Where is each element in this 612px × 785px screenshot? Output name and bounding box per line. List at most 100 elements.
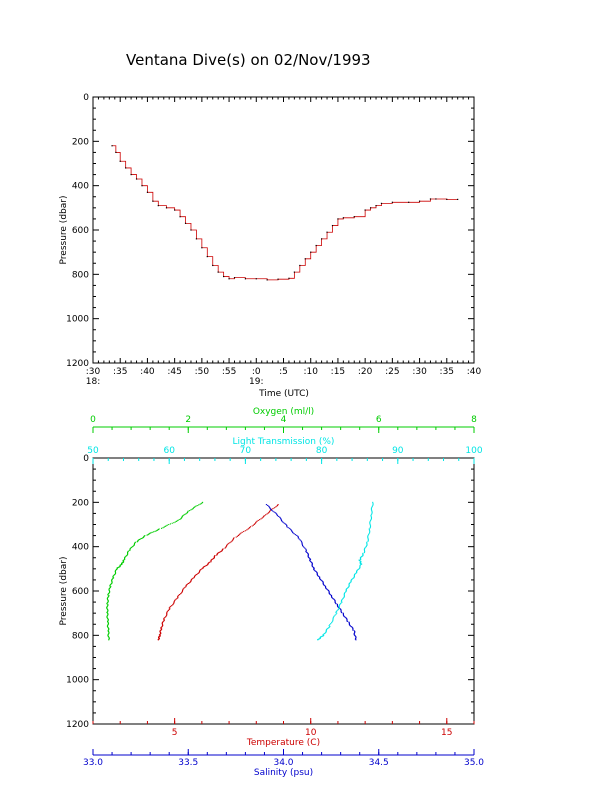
- profile-point: [109, 585, 111, 587]
- profile-point: [114, 572, 117, 574]
- profile-point: [111, 578, 113, 580]
- profile-point: [107, 626, 109, 628]
- profile-point: [348, 622, 350, 624]
- profile-point: [127, 553, 129, 555]
- profile-point: [203, 565, 205, 568]
- profile-point: [277, 504, 279, 506]
- profile-point: [272, 508, 274, 510]
- profile-point: [238, 534, 240, 536]
- profile-point: [337, 608, 340, 610]
- profile-point: [173, 602, 175, 604]
- profile-point: [369, 524, 371, 526]
- profile-point: [169, 608, 171, 610]
- profile-point: [108, 588, 110, 590]
- profile-point: [192, 577, 194, 579]
- profile-point: [359, 565, 361, 567]
- depth-point: [369, 207, 372, 209]
- profile-series: [106, 501, 374, 641]
- profile-point: [106, 617, 108, 619]
- profile-point: [182, 589, 184, 591]
- profile-point: [273, 507, 275, 509]
- profile-point: [352, 627, 354, 629]
- profile-point: [247, 528, 249, 530]
- profile-point: [330, 596, 333, 598]
- profile-point: [130, 547, 132, 549]
- profile-point: [185, 513, 187, 515]
- profile-point: [108, 631, 110, 633]
- profile-point: [332, 619, 334, 621]
- profile-point: [348, 586, 350, 588]
- profile-point: [106, 615, 108, 617]
- profile-point: [149, 532, 151, 534]
- profile-point: [355, 572, 357, 574]
- profile-point: [112, 577, 114, 579]
- profile-point: [106, 612, 108, 614]
- profile-point: [359, 564, 361, 566]
- profile-point: [172, 603, 174, 605]
- profile-point: [106, 606, 108, 608]
- profile-point: [124, 557, 126, 559]
- profile-point: [343, 596, 345, 598]
- profile-point: [370, 515, 372, 517]
- profile-point: [343, 615, 345, 617]
- profile-point: [126, 555, 128, 557]
- depth-point: [135, 178, 138, 180]
- profile-point: [278, 515, 280, 518]
- profile-point: [113, 574, 115, 576]
- profile-point: [170, 605, 172, 607]
- profile-point: [171, 522, 173, 524]
- axis-tick-label: 80: [316, 446, 328, 456]
- profile-point: [269, 507, 271, 509]
- profile-point: [338, 606, 340, 609]
- profile-point: [150, 532, 152, 534]
- top-x-tick-label: :55: [222, 367, 236, 377]
- profile-point: [289, 528, 291, 530]
- profile-point: [124, 556, 126, 558]
- profile-point: [297, 536, 300, 538]
- profile-point: [370, 509, 373, 511]
- profile-point: [259, 519, 261, 521]
- profile-point: [107, 618, 109, 620]
- profile-point: [167, 609, 170, 611]
- profile-point: [180, 517, 182, 519]
- profile-point: [339, 603, 342, 605]
- depth-point: [288, 277, 290, 279]
- profile-point: [108, 629, 110, 631]
- profile-point: [286, 526, 288, 528]
- profile-point: [268, 511, 271, 513]
- profile-point: [369, 527, 371, 529]
- depth-point: [293, 271, 295, 273]
- axis-tick-label: 5: [172, 728, 178, 738]
- profile-point: [166, 524, 168, 526]
- profile-point: [331, 596, 333, 598]
- profile-point: [112, 575, 114, 578]
- profile-point: [257, 519, 259, 521]
- profile-point: [230, 541, 232, 543]
- profile-point: [309, 559, 311, 561]
- axis-tick-label: 10: [305, 728, 317, 738]
- axis-tick-label: 33.0: [83, 758, 103, 768]
- profile-point: [369, 522, 371, 524]
- profile-point: [162, 621, 164, 623]
- profile-point: [151, 531, 153, 533]
- profile-point: [311, 565, 313, 567]
- profile-point: [118, 566, 120, 568]
- profile-point: [165, 525, 167, 527]
- bottom-y-tick-label: 0: [83, 454, 89, 464]
- profile-point: [307, 555, 309, 557]
- profile-point: [107, 596, 109, 598]
- profile-point: [195, 505, 197, 507]
- depth-point: [152, 200, 154, 202]
- profile-point: [328, 626, 330, 628]
- profile-point: [192, 508, 194, 510]
- profile-point: [340, 611, 342, 613]
- profile-point: [275, 512, 277, 514]
- profile-point: [107, 594, 109, 596]
- profile-point: [359, 567, 361, 569]
- profile-point: [194, 506, 196, 508]
- profile-point: [202, 501, 204, 503]
- profile-point: [351, 579, 353, 581]
- profile-point: [107, 620, 109, 622]
- profile-point: [346, 620, 348, 622]
- profile-point: [307, 553, 309, 555]
